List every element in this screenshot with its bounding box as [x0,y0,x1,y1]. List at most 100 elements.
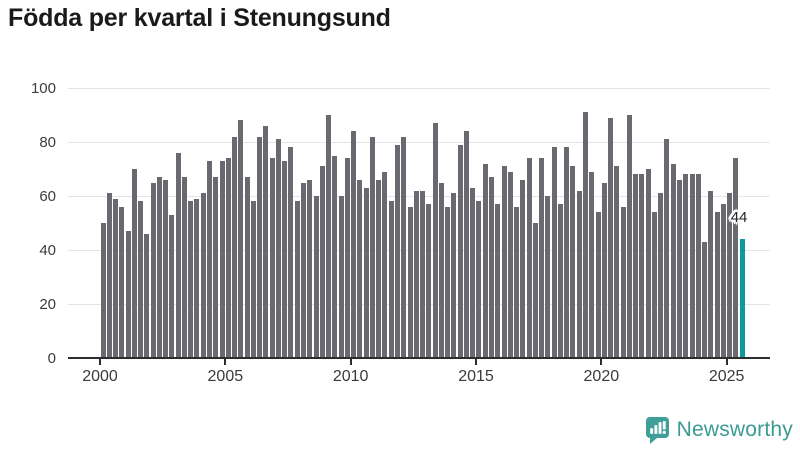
bar [501,166,507,358]
bar [156,177,162,358]
bar [557,204,563,358]
bar [313,196,319,358]
x-axis-tick [725,359,728,365]
bar [608,117,614,358]
x-axis-tick-label: 2005 [207,368,244,385]
bar [545,196,551,358]
x-axis-tick [349,359,352,365]
bar [614,166,620,358]
bar [181,177,187,358]
bar [175,152,181,358]
bar [357,179,363,358]
bar [244,177,250,358]
bar [451,193,457,358]
bar [463,131,469,358]
x-axis-tick [224,359,227,365]
bar [401,136,407,358]
bar [438,182,444,358]
bar [445,206,451,358]
bar [301,182,307,358]
bar [395,144,401,358]
bar [589,171,595,358]
bar [727,193,733,358]
bar [645,169,651,358]
bar [213,177,219,358]
bar [702,241,708,358]
gridline [68,250,770,251]
gridline [68,142,770,143]
bar [733,158,739,358]
bar [200,193,206,358]
brand-logo[interactable]: Newsworthy [645,416,793,444]
bar [131,169,137,358]
bar [269,158,275,358]
bar [620,206,626,358]
bar [689,174,695,358]
x-axis-tick [474,359,477,365]
x-axis-tick [600,359,603,365]
bar [670,163,676,358]
bar [413,190,419,358]
bar [551,147,557,358]
x-axis-tick-label: 2010 [332,368,369,385]
bar [576,190,582,358]
page-title: Födda per kvartal i Stenungsund [8,4,391,32]
bar [714,212,720,358]
bar [163,179,169,358]
bar [138,201,144,358]
bar [482,163,488,358]
bar [514,206,520,358]
bar [601,182,607,358]
bar [532,223,538,358]
bar [238,120,244,358]
bar [344,158,350,358]
bar [570,166,576,358]
bar [332,155,338,358]
bar [639,174,645,358]
bar [232,136,238,358]
y-axis-tick-label: 80 [39,134,56,151]
bar [288,147,294,358]
bar [363,187,369,358]
gridline [68,196,770,197]
bar [407,206,413,358]
bar-highlighted [739,239,745,358]
bar [106,193,112,358]
bar [188,201,194,358]
bar [275,139,281,358]
bar [113,198,119,358]
bar [144,233,150,358]
bar [250,201,256,358]
bar [658,193,664,358]
y-axis-tick-label: 40 [39,242,56,259]
bar [520,179,526,358]
bar [119,206,125,358]
newsworthy-icon [645,417,669,444]
gridline [68,88,770,89]
y-axis-tick-label: 0 [47,350,56,367]
bar [683,174,689,358]
bar [100,223,106,358]
x-axis-tick-label: 2000 [82,368,118,385]
bar [633,174,639,358]
bar [326,115,332,358]
bar [507,171,513,358]
bar [677,179,683,358]
bar [720,204,726,358]
bar [695,174,701,358]
x-axis-tick-label: 2015 [458,368,494,385]
bar [319,166,325,358]
bar [664,139,670,358]
brand-name: Newsworthy [676,418,793,441]
bar [595,212,601,358]
bar [194,198,200,358]
bar [225,158,231,358]
bar [495,204,501,358]
bar [382,171,388,358]
bar [282,160,288,358]
x-axis-line [68,357,770,359]
bar [470,187,476,358]
bar [651,212,657,358]
y-axis-tick-label: 60 [39,188,56,205]
y-axis-tick-label: 20 [39,296,56,313]
